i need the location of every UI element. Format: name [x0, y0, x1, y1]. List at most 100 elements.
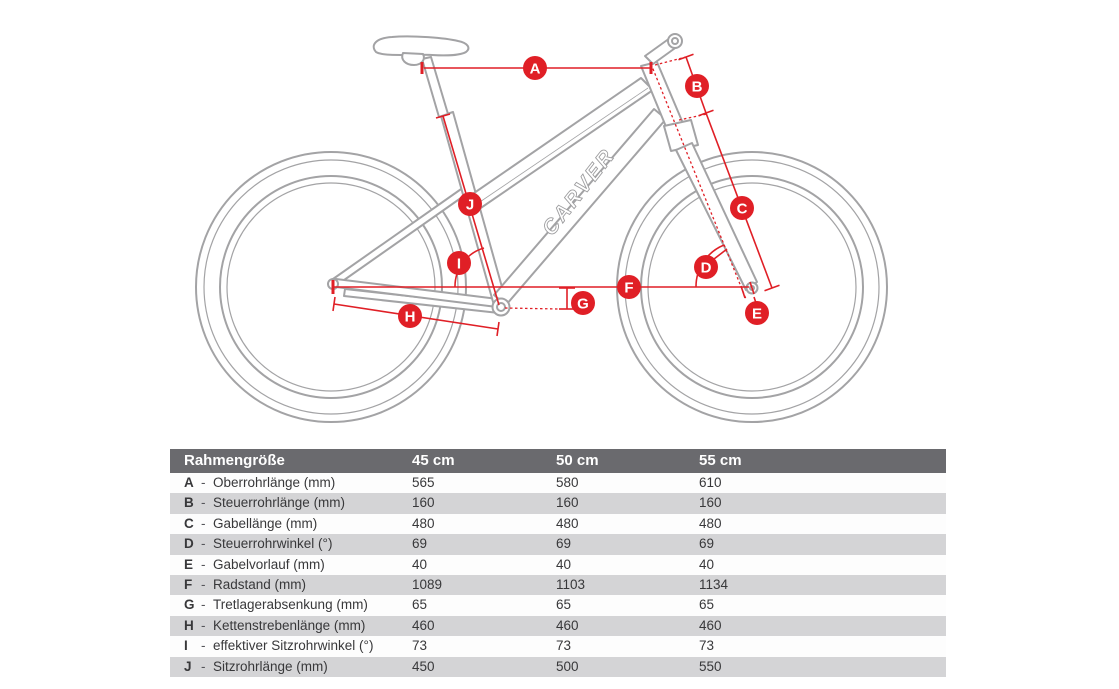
row-label: Steuerrohrlänge (mm) — [213, 495, 346, 511]
dim-leader-D — [713, 248, 728, 260]
frame — [327, 33, 759, 317]
row-letter: A — [184, 475, 194, 490]
callout-j: J — [458, 192, 482, 216]
row-separator: - — [201, 597, 206, 613]
row-letter: C — [184, 515, 194, 531]
row-separator: - — [201, 658, 206, 674]
top-tube-accent-line — [467, 87, 649, 211]
value-45cm: 450 — [412, 658, 435, 674]
svg-text:G: G — [577, 295, 589, 312]
value-55cm: 65 — [699, 597, 715, 613]
callout-e: E — [745, 301, 769, 325]
value-45cm: 40 — [412, 556, 428, 572]
svg-text:B: B — [692, 78, 703, 95]
value-50cm: 500 — [556, 658, 579, 674]
table-row: J - Sitzrohrlänge (mm) 450 500 550 — [170, 656, 946, 677]
table-row: D - Steuerrohrwinkel (°) 69 69 69 — [170, 534, 946, 555]
row-label: Radstand (mm) — [213, 576, 307, 592]
value-55cm: 550 — [699, 658, 722, 674]
header-size-55: 55 cm — [699, 452, 742, 469]
value-50cm: 1103 — [556, 576, 586, 592]
value-50cm: 460 — [556, 617, 579, 633]
row-label: effektiver Sitzrohrwinkel (°) — [213, 638, 374, 654]
callout-d: D — [694, 255, 718, 279]
steering-axis-dotted — [650, 63, 747, 300]
table-row: B - Steuerrohrlänge (mm) 160 160 160 — [170, 493, 946, 514]
row-separator: - — [201, 536, 206, 552]
callout-b: B — [685, 74, 709, 98]
header-frame-size: Rahmengröße — [184, 452, 285, 469]
dotted-guides — [504, 56, 747, 310]
row-separator: - — [201, 515, 206, 531]
row-label: Gabelvorlauf (mm) — [213, 556, 325, 572]
row-separator: - — [201, 638, 206, 654]
svg-text:H: H — [405, 308, 416, 325]
svg-text:C: C — [737, 200, 748, 217]
value-50cm: 160 — [556, 495, 579, 511]
svg-text:D: D — [701, 259, 712, 276]
value-55cm: 40 — [699, 556, 715, 572]
value-50cm: 73 — [556, 638, 572, 654]
geometry-table-header: Rahmengröße 45 cm 50 cm 55 cm — [170, 449, 946, 473]
row-letter: J — [184, 658, 192, 674]
value-55cm: 73 — [699, 638, 715, 654]
bike-drawing: CARVER — [195, 33, 888, 423]
row-separator: - — [201, 475, 206, 490]
row-letter: G — [184, 597, 195, 613]
value-50cm: 69 — [556, 536, 572, 552]
svg-text:F: F — [624, 279, 633, 296]
value-45cm: 69 — [412, 536, 428, 552]
callout-a: A — [523, 56, 547, 80]
callout-f: F — [617, 275, 641, 299]
row-label: Kettenstrebenlänge (mm) — [213, 617, 366, 633]
row-label: Oberrohrlänge (mm) — [213, 475, 336, 490]
callout-h: H — [398, 304, 422, 328]
table-row: I - effektiver Sitzrohrwinkel (°) 73 73 … — [170, 636, 946, 657]
row-separator: - — [201, 617, 206, 633]
svg-text:E: E — [752, 305, 762, 322]
table-row: E - Gabelvorlauf (mm) 40 40 40 — [170, 554, 946, 575]
value-50cm: 580 — [556, 475, 579, 490]
value-55cm: 480 — [699, 515, 722, 531]
value-50cm: 65 — [556, 597, 572, 613]
value-45cm: 73 — [412, 638, 428, 654]
header-size-50: 50 cm — [556, 452, 599, 469]
callout-g: G — [571, 291, 595, 315]
value-45cm: 160 — [412, 495, 435, 511]
svg-text:I: I — [457, 255, 461, 272]
row-label: Steuerrohrwinkel (°) — [213, 536, 333, 552]
row-letter: E — [184, 556, 194, 572]
value-50cm: 480 — [556, 515, 579, 531]
row-letter: H — [184, 617, 194, 633]
bike-geometry-diagram: CARVER — [195, 33, 888, 423]
fork-leg — [675, 142, 758, 291]
header-size-45: 45 cm — [412, 452, 455, 469]
svg-text:A: A — [530, 60, 541, 77]
value-55cm: 69 — [699, 536, 715, 552]
row-letter: F — [184, 576, 193, 592]
geometry-table: Rahmengröße 45 cm 50 cm 55 cm A - Oberro… — [170, 449, 946, 677]
value-45cm: 65 — [412, 597, 428, 613]
row-letter: D — [184, 536, 194, 552]
row-separator: - — [201, 495, 206, 511]
table-row: G - Tretlagerabsenkung (mm) 65 65 65 — [170, 595, 946, 616]
table-row: H - Kettenstrebenlänge (mm) 460 460 460 — [170, 615, 946, 637]
row-letter: I — [184, 638, 188, 654]
value-55cm: 610 — [699, 475, 722, 490]
row-label: Tretlagerabsenkung (mm) — [213, 597, 368, 613]
table-row: A - Oberrohrlänge (mm) 565 580 610 — [170, 473, 946, 494]
value-45cm: 480 — [412, 515, 435, 531]
callouts: A B C D E F G — [398, 56, 769, 328]
callout-c: C — [730, 196, 754, 220]
row-letter: B — [184, 495, 194, 511]
svg-text:J: J — [466, 196, 474, 213]
seatpost — [421, 56, 449, 118]
geometry-table-body: A - Oberrohrlänge (mm) 565 580 610 B - S… — [170, 473, 946, 677]
table-row: C - Gabellänge (mm) 480 480 480 — [170, 513, 946, 535]
callout-i: I — [447, 251, 471, 275]
value-50cm: 40 — [556, 556, 572, 572]
value-45cm: 565 — [412, 475, 435, 490]
value-45cm: 460 — [412, 617, 435, 633]
row-separator: - — [201, 576, 206, 592]
